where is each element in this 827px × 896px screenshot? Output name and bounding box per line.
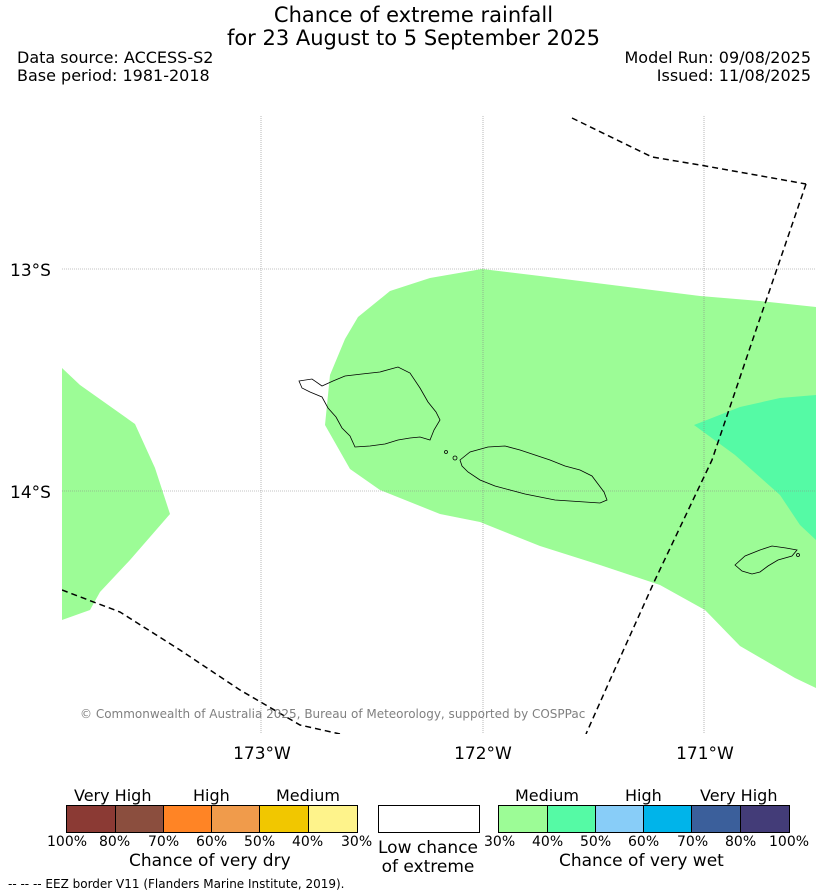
moderate-wet-region: [694, 395, 816, 540]
medium-wet-region: [325, 269, 816, 688]
dry-swatch-80-100: [67, 806, 116, 832]
dry-pct-40: 40%: [292, 834, 324, 850]
wet-swatch-40-50: [548, 806, 596, 832]
dry-caption: Chance of very dry: [129, 851, 291, 871]
forecast-map: 13°S 14°S 173°W 172°W 171°W: [10, 116, 816, 764]
lon-label-172w: 172°W: [454, 744, 512, 764]
wet-pct-80: 80%: [725, 834, 757, 850]
apolima-islet: [444, 450, 448, 454]
wet-pct-50: 50%: [580, 834, 612, 850]
issued-date: Issued: 11/08/2025: [656, 66, 811, 85]
aunuu-islet: [796, 553, 800, 557]
upolu-island: [459, 445, 608, 504]
lat-label-14s: 14°S: [10, 483, 51, 503]
dry-pct-100: 100%: [47, 834, 88, 850]
wet-pct-100: 100%: [769, 834, 810, 850]
low-chance-swatch: [378, 805, 480, 833]
manono-islet: [452, 455, 458, 461]
dry-pct-30: 30%: [341, 834, 373, 850]
data-source: Data source: ACCESS-S2: [17, 48, 214, 67]
coastlines: [298, 366, 800, 575]
neutral-caption-line1: Low chance: [378, 838, 478, 858]
wet-swatch-30-40: [499, 806, 548, 832]
dry-pct-70: 70%: [148, 834, 180, 850]
lon-label-173w: 173°W: [233, 744, 291, 764]
wet-swatch-50-60: [596, 806, 644, 832]
wet-swatch-60-70: [644, 806, 692, 832]
wet-level-very-high: Very High: [700, 786, 778, 805]
lat-label-13s: 13°S: [10, 261, 51, 281]
eez-border-segment: [571, 117, 807, 185]
wet-level-high: High: [625, 786, 662, 805]
dry-swatch-70-80: [116, 806, 164, 832]
eez-border-segment: [62, 589, 341, 734]
dry-swatch-30-40: [309, 806, 357, 832]
wet-colorbar: [498, 805, 790, 833]
eez-borders: [62, 117, 807, 734]
dry-pct-60: 60%: [196, 834, 228, 850]
dry-swatch-60-70: [164, 806, 212, 832]
wet-swatch-80-100: [741, 806, 789, 832]
wet-pct-60: 60%: [628, 834, 660, 850]
dry-level-medium: Medium: [276, 786, 340, 805]
base-period: Base period: 1981-2018: [17, 66, 210, 85]
graticule: [62, 116, 816, 734]
copyright-notice: © Commonwealth of Australia 2025, Bureau…: [80, 707, 586, 721]
wet-pct-70: 70%: [677, 834, 709, 850]
wet-swatch-70-80: [692, 806, 741, 832]
eez-footnote: -- -- -- EEZ border V11 (Flanders Marine…: [8, 877, 345, 891]
wet-level-medium: Medium: [515, 786, 579, 805]
map-title-line1: Chance of extreme rainfall: [273, 3, 554, 27]
map-title-line2: for 23 August to 5 September 2025: [226, 26, 601, 50]
neutral-caption-line2: of extreme: [381, 857, 475, 877]
tutuila-island: [734, 545, 798, 575]
medium-wet-region-west: [62, 368, 170, 620]
dry-swatch-40-50: [260, 806, 309, 832]
dry-swatch-50-60: [212, 806, 260, 832]
savaii-island: [298, 366, 441, 448]
eez-border-segment: [585, 183, 807, 734]
dry-colorbar: [66, 805, 358, 833]
dry-pct-50: 50%: [244, 834, 276, 850]
dry-level-very-high: Very High: [74, 786, 152, 805]
dry-pct-80: 80%: [99, 834, 131, 850]
dry-level-high: High: [193, 786, 230, 805]
wet-pct-40: 40%: [532, 834, 564, 850]
wet-pct-30: 30%: [484, 834, 516, 850]
wet-caption: Chance of very wet: [559, 851, 724, 871]
lon-label-171w: 171°W: [676, 744, 734, 764]
model-run: Model Run: 09/08/2025: [624, 48, 812, 67]
